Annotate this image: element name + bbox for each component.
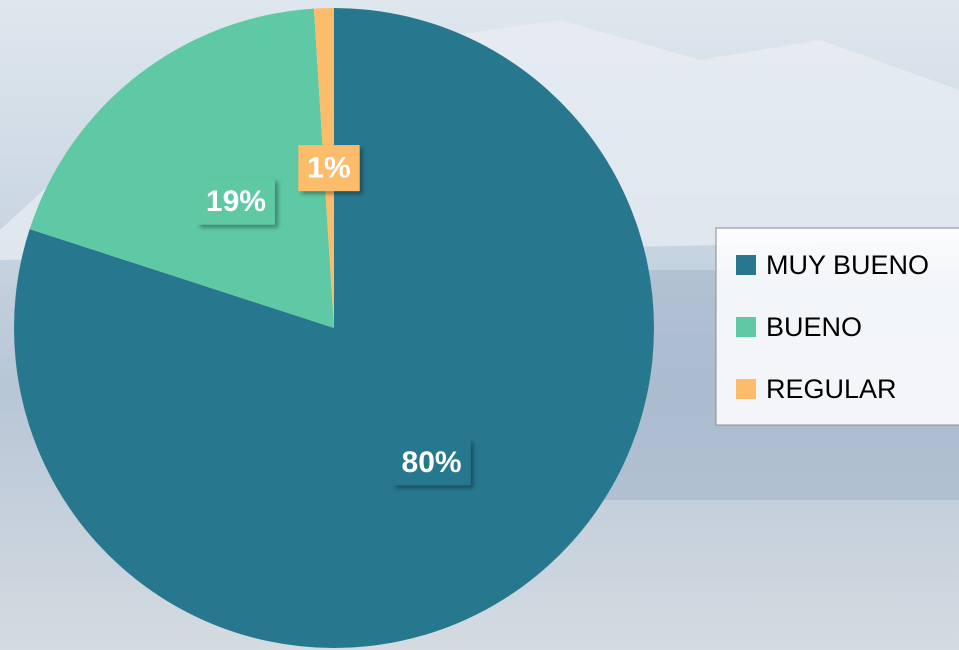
data-label: 19% [206,185,266,218]
data-labels: 80% 19% 1% [196,145,471,486]
legend-label: REGULAR [766,374,897,404]
legend-label: BUENO [766,312,862,342]
data-label-box [298,145,360,192]
pie [14,8,654,648]
data-label-box [392,439,471,486]
legend-swatch [736,379,756,399]
pie-slice [29,8,334,329]
legend-box [715,227,959,426]
data-label: 1% [307,152,350,185]
legend-label: MUY BUENO [766,250,929,280]
legend-swatch [736,255,756,275]
legend: MUY BUENO BUENO REGULAR [715,227,959,426]
data-label: 80% [402,446,462,479]
data-label-box [196,178,275,225]
legend-swatch [736,317,756,337]
